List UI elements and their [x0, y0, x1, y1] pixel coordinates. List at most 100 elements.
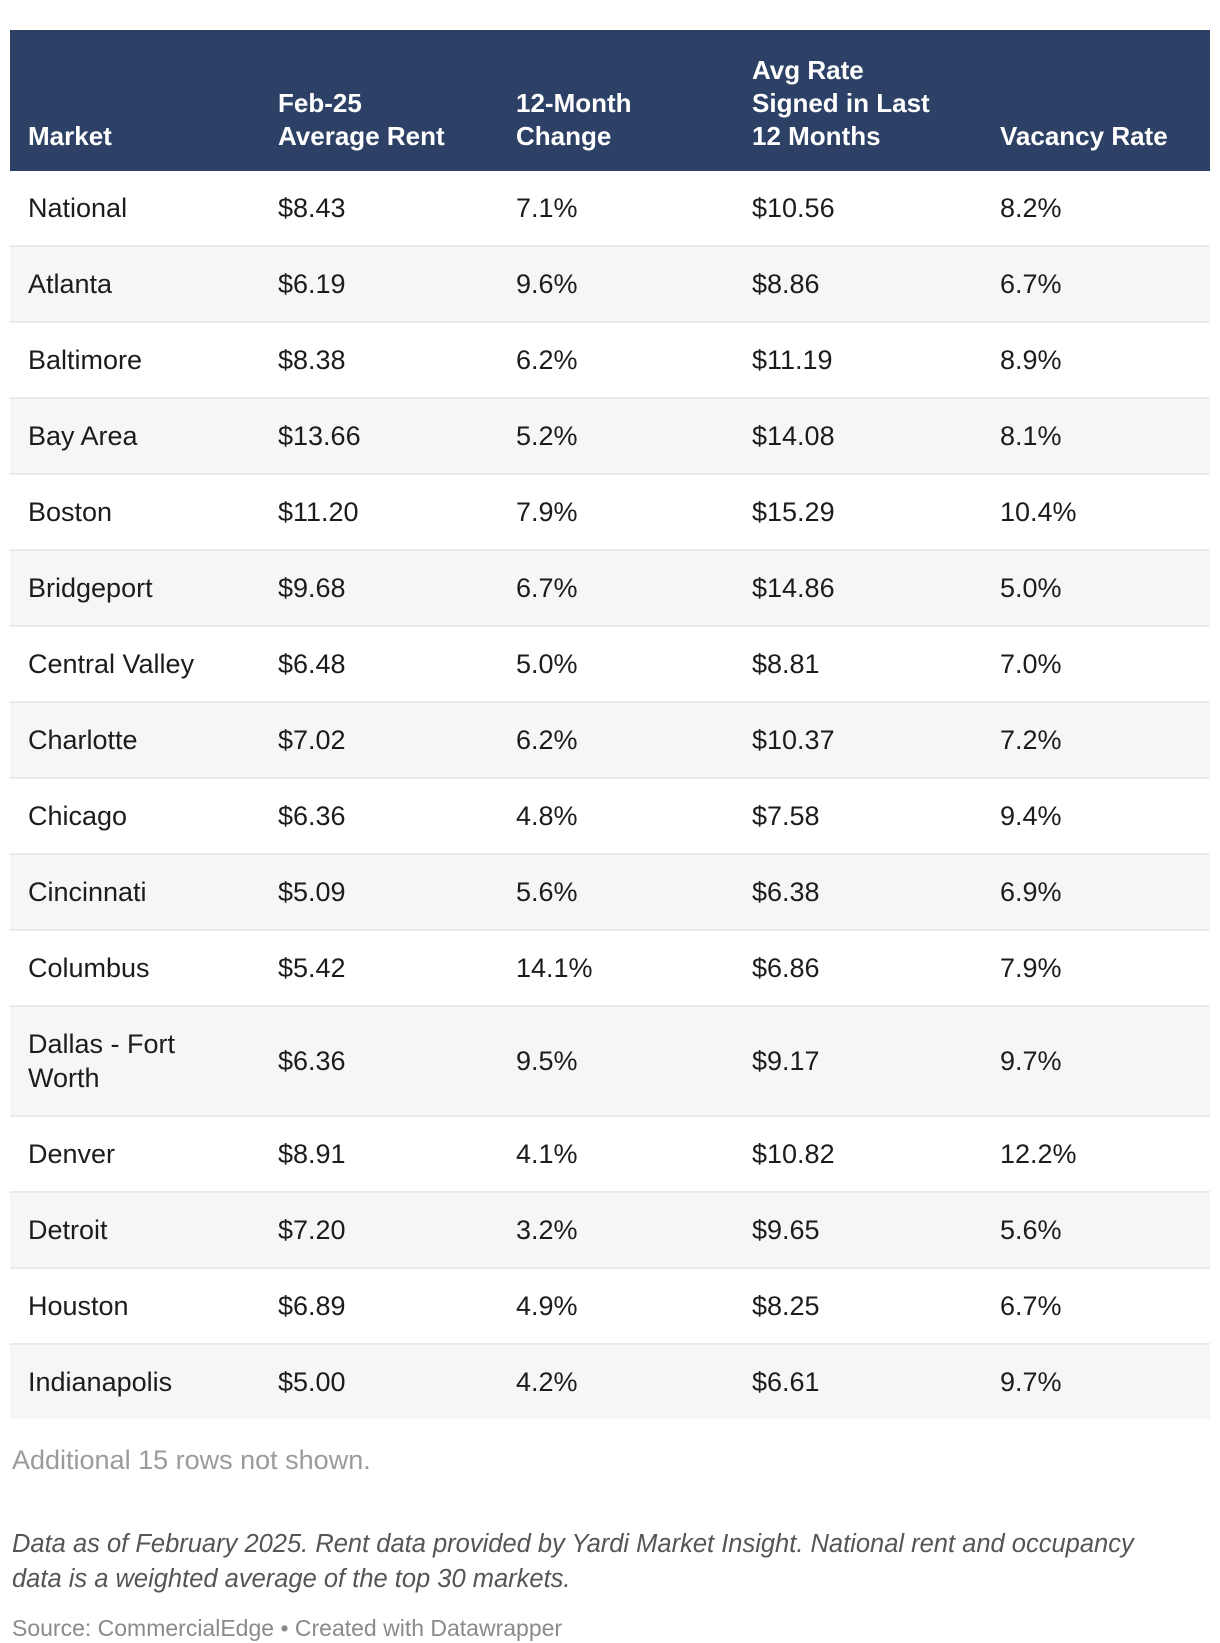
average-rent-cell: $13.66	[278, 421, 361, 451]
vacancy-rate-cell: 6.7%	[1000, 269, 1062, 299]
average-rent-cell: $9.68	[278, 573, 346, 603]
average-rent-cell: $11.20	[278, 497, 359, 527]
avg-rate-cell: $6.61	[752, 1367, 820, 1397]
vacancy-rate-cell: 9.7%	[1000, 1367, 1062, 1397]
avg-rate-cell: $10.56	[752, 193, 835, 223]
avg-rate-cell: $8.81	[752, 649, 820, 679]
table-row: Indianapolis $5.00 4.2% $6.61 9.7%	[10, 1344, 1210, 1419]
change-cell: 5.6%	[516, 877, 578, 907]
table-row: Atlanta $6.19 9.6% $8.86 6.7%	[10, 246, 1210, 322]
column-header-market: Market	[10, 30, 260, 171]
change-cell: 4.8%	[516, 801, 578, 831]
market-cell: Indianapolis	[28, 1367, 173, 1397]
avg-rate-cell: $6.86	[752, 953, 820, 983]
vacancy-rate-cell: 6.7%	[1000, 1291, 1062, 1321]
average-rent-cell: $6.36	[278, 1046, 346, 1076]
change-cell: 5.0%	[516, 649, 578, 679]
average-rent-cell: $7.20	[278, 1215, 346, 1245]
market-cell: Bay Area	[28, 421, 138, 451]
average-rent-cell: $5.42	[278, 953, 346, 983]
market-cell: Bridgeport	[28, 573, 153, 603]
table-row: Cincinnati $5.09 5.6% $6.38 6.9%	[10, 854, 1210, 930]
additional-rows-note: Additional 15 rows not shown.	[12, 1445, 371, 1475]
table-body: National $8.43 7.1% $10.56 8.2% Atlanta …	[10, 171, 1210, 1419]
avg-rate-cell: $6.38	[752, 877, 820, 907]
vacancy-rate-cell: 9.7%	[1000, 1046, 1062, 1076]
table-row: Denver $8.91 4.1% $10.82 12.2%	[10, 1116, 1210, 1192]
change-cell: 5.2%	[516, 421, 578, 451]
average-rent-cell: $7.02	[278, 725, 346, 755]
table-row: Detroit $7.20 3.2% $9.65 5.6%	[10, 1192, 1210, 1268]
column-header-avg-rate-signed: Avg Rate Signed in Last 12 Months	[734, 30, 982, 171]
table-row: Baltimore $8.38 6.2% $11.19 8.9%	[10, 322, 1210, 398]
source-line: Source: CommercialEdge • Created with Da…	[12, 1615, 563, 1641]
market-cell: Denver	[28, 1139, 116, 1169]
column-header-average-rent: Feb-25 Average Rent	[260, 30, 498, 171]
vacancy-rate-cell: 5.6%	[1000, 1215, 1062, 1245]
avg-rate-cell: $8.86	[752, 269, 820, 299]
market-cell: Houston	[28, 1291, 129, 1321]
table-row: Dallas - Fort Worth $6.36 9.5% $9.17 9.7…	[10, 1006, 1210, 1116]
market-cell: Atlanta	[28, 269, 113, 299]
table-footer: Additional 15 rows not shown. Data as of…	[10, 1443, 1210, 1643]
vacancy-rate-cell: 7.9%	[1000, 953, 1062, 983]
avg-rate-cell: $11.19	[752, 345, 833, 375]
data-note: Data as of February 2025. Rent data prov…	[12, 1530, 1134, 1593]
header-row: Market Feb-25 Average Rent 12-Month Chan…	[10, 30, 1210, 171]
average-rent-cell: $8.91	[278, 1139, 346, 1169]
change-cell: 9.6%	[516, 269, 578, 299]
market-cell: Detroit	[28, 1215, 108, 1245]
table-row: Columbus $5.42 14.1% $6.86 7.9%	[10, 930, 1210, 1006]
avg-rate-cell: $15.29	[752, 497, 835, 527]
change-cell: 6.7%	[516, 573, 578, 603]
avg-rate-cell: $7.58	[752, 801, 820, 831]
vacancy-rate-cell: 12.2%	[1000, 1139, 1077, 1169]
vacancy-rate-cell: 10.4%	[1000, 497, 1077, 527]
column-header-vacancy-rate: Vacancy Rate	[982, 30, 1210, 171]
rent-table: Market Feb-25 Average Rent 12-Month Chan…	[10, 30, 1210, 1419]
vacancy-rate-cell: 7.0%	[1000, 649, 1062, 679]
change-cell: 7.1%	[516, 193, 578, 223]
average-rent-cell: $8.43	[278, 193, 346, 223]
table-row: Bay Area $13.66 5.2% $14.08 8.1%	[10, 398, 1210, 474]
market-cell: Boston	[28, 497, 113, 527]
market-cell: Charlotte	[28, 725, 138, 755]
vacancy-rate-cell: 8.1%	[1000, 421, 1062, 451]
change-cell: 4.1%	[516, 1139, 578, 1169]
avg-rate-cell: $14.86	[752, 573, 835, 603]
average-rent-cell: $6.36	[278, 801, 346, 831]
vacancy-rate-cell: 8.9%	[1000, 345, 1062, 375]
change-cell: 6.2%	[516, 725, 578, 755]
market-cell: Central Valley	[28, 649, 195, 679]
market-cell: Chicago	[28, 801, 128, 831]
change-cell: 7.9%	[516, 497, 578, 527]
column-header-12-month-change: 12-Month Change	[498, 30, 734, 171]
change-cell: 3.2%	[516, 1215, 578, 1245]
table-row: National $8.43 7.1% $10.56 8.2%	[10, 171, 1210, 246]
market-cell: Cincinnati	[28, 877, 147, 907]
avg-rate-cell: $9.65	[752, 1215, 820, 1245]
change-cell: 9.5%	[516, 1046, 578, 1076]
table-row: Central Valley $6.48 5.0% $8.81 7.0%	[10, 626, 1210, 702]
avg-rate-cell: $10.37	[752, 725, 835, 755]
vacancy-rate-cell: 8.2%	[1000, 193, 1062, 223]
table-row: Bridgeport $9.68 6.7% $14.86 5.0%	[10, 550, 1210, 626]
avg-rate-cell: $9.17	[752, 1046, 820, 1076]
avg-rate-cell: $10.82	[752, 1139, 835, 1169]
avg-rate-cell: $8.25	[752, 1291, 820, 1321]
market-cell: Dallas - Fort Worth	[28, 1029, 176, 1093]
avg-rate-cell: $14.08	[752, 421, 835, 451]
change-cell: 14.1%	[516, 953, 593, 983]
average-rent-cell: $6.19	[278, 269, 346, 299]
vacancy-rate-cell: 7.2%	[1000, 725, 1062, 755]
average-rent-cell: $8.38	[278, 345, 346, 375]
average-rent-cell: $6.48	[278, 649, 346, 679]
vacancy-rate-cell: 9.4%	[1000, 801, 1062, 831]
change-cell: 6.2%	[516, 345, 578, 375]
change-cell: 4.9%	[516, 1291, 578, 1321]
market-cell: National	[28, 193, 128, 223]
table-header: Market Feb-25 Average Rent 12-Month Chan…	[10, 30, 1210, 171]
vacancy-rate-cell: 6.9%	[1000, 877, 1062, 907]
average-rent-cell: $5.00	[278, 1367, 346, 1397]
